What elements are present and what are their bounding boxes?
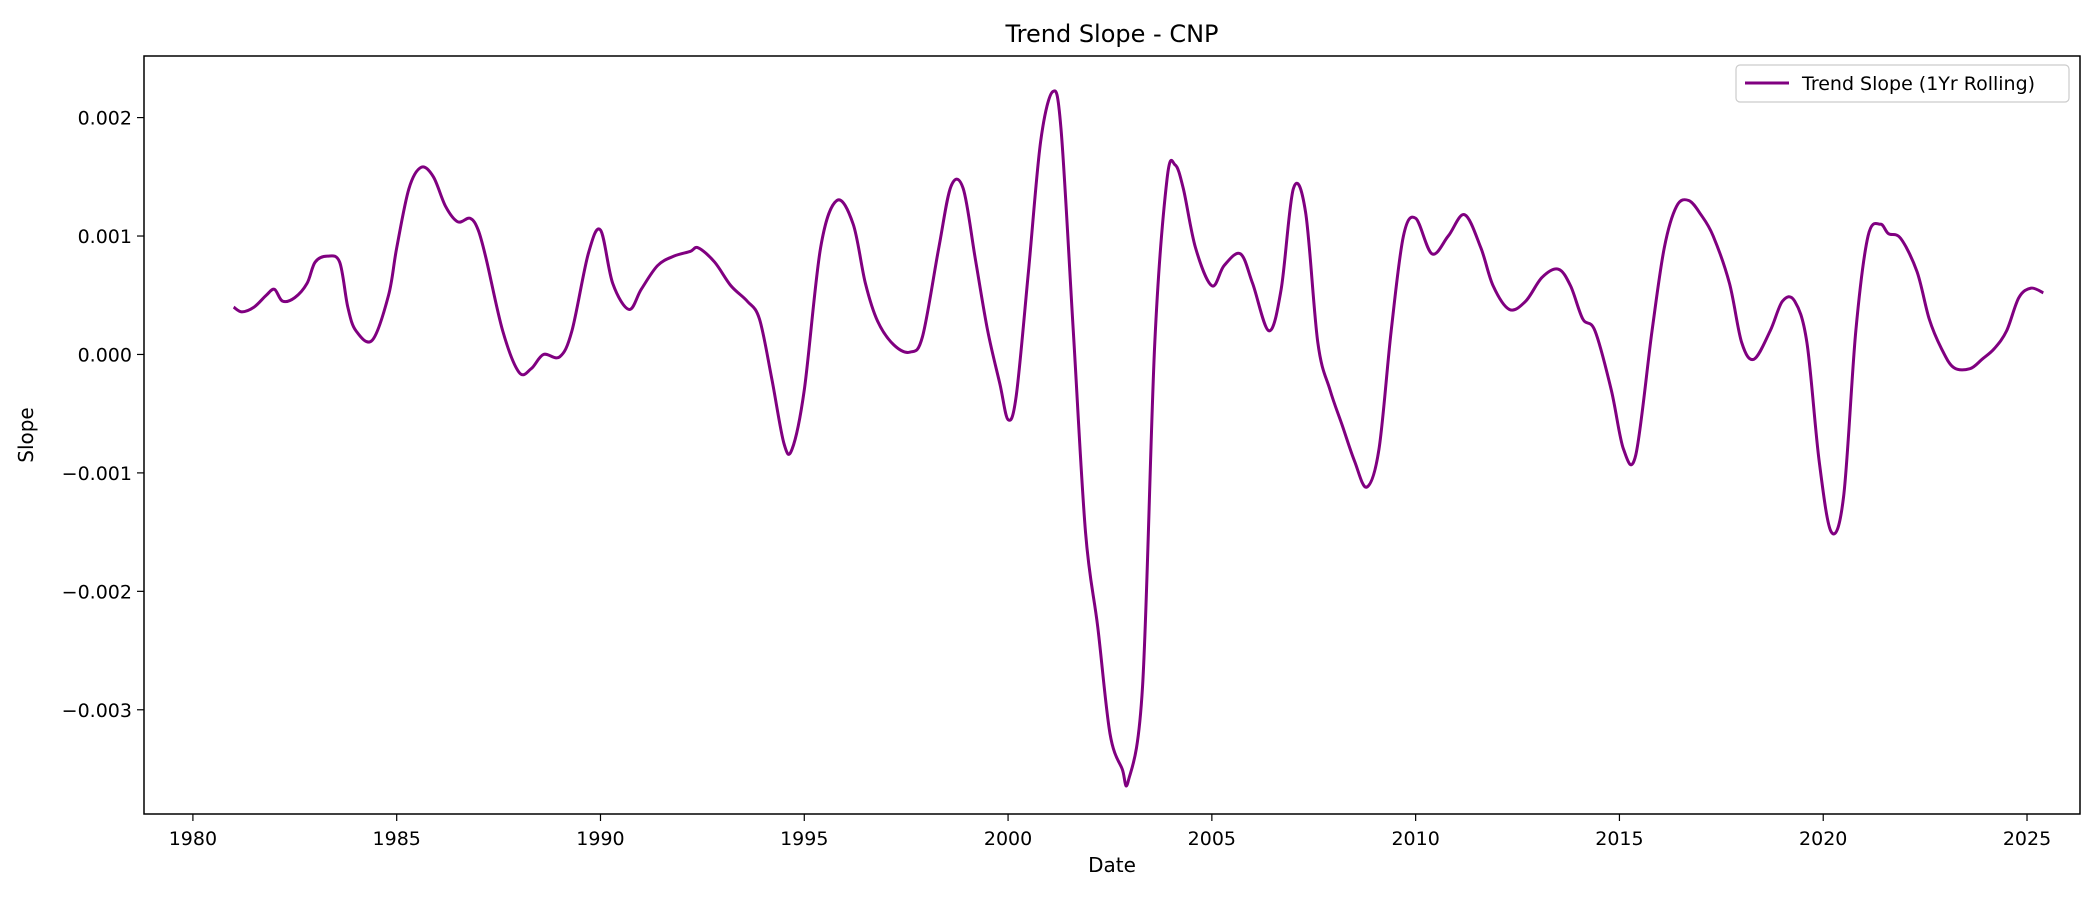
x-tick-label: 1985 bbox=[373, 828, 421, 850]
x-tick-label: 2010 bbox=[1391, 828, 1439, 850]
x-axis-ticks: 1980 1985 1990 1995 2000 2005 2010 2015 2020 2025 bbox=[169, 814, 2051, 850]
legend-box bbox=[1735, 64, 2070, 103]
x-tick-label: 1995 bbox=[780, 828, 828, 850]
x-tick-label: 2000 bbox=[984, 828, 1032, 850]
y-tick-label: −0.001 bbox=[62, 463, 132, 485]
x-tick-label: 2020 bbox=[1799, 828, 1847, 850]
y-tick-label: 0.000 bbox=[78, 344, 132, 366]
x-tick-label: 1980 bbox=[169, 828, 217, 850]
chart-title: Trend Slope - CNP bbox=[1005, 20, 1219, 48]
legend-label: Trend Slope (1Yr Rolling) bbox=[1801, 73, 2035, 95]
x-tick-label: 2015 bbox=[1595, 828, 1643, 850]
legend: Trend Slope (1Yr Rolling) bbox=[1735, 64, 2070, 103]
y-tick-label: −0.002 bbox=[62, 581, 132, 603]
y-tick-label: 0.001 bbox=[78, 226, 132, 248]
x-tick-label: 2025 bbox=[2003, 828, 2051, 850]
series-line bbox=[232, 89, 2044, 788]
x-axis-title: Date bbox=[1088, 853, 1136, 877]
y-tick-label: 0.002 bbox=[78, 108, 132, 130]
x-tick-label: 1990 bbox=[576, 828, 624, 850]
y-tick-label: −0.003 bbox=[62, 700, 132, 722]
x-tick-label: 2005 bbox=[1188, 828, 1236, 850]
series-line-layer bbox=[232, 89, 2044, 788]
plot-frame bbox=[143, 55, 2081, 815]
y-axis-title: Slope bbox=[14, 407, 38, 463]
y-axis-ticks: 0.002 0.001 0.000 −0.001 −0.002 −0.003 bbox=[62, 108, 144, 722]
